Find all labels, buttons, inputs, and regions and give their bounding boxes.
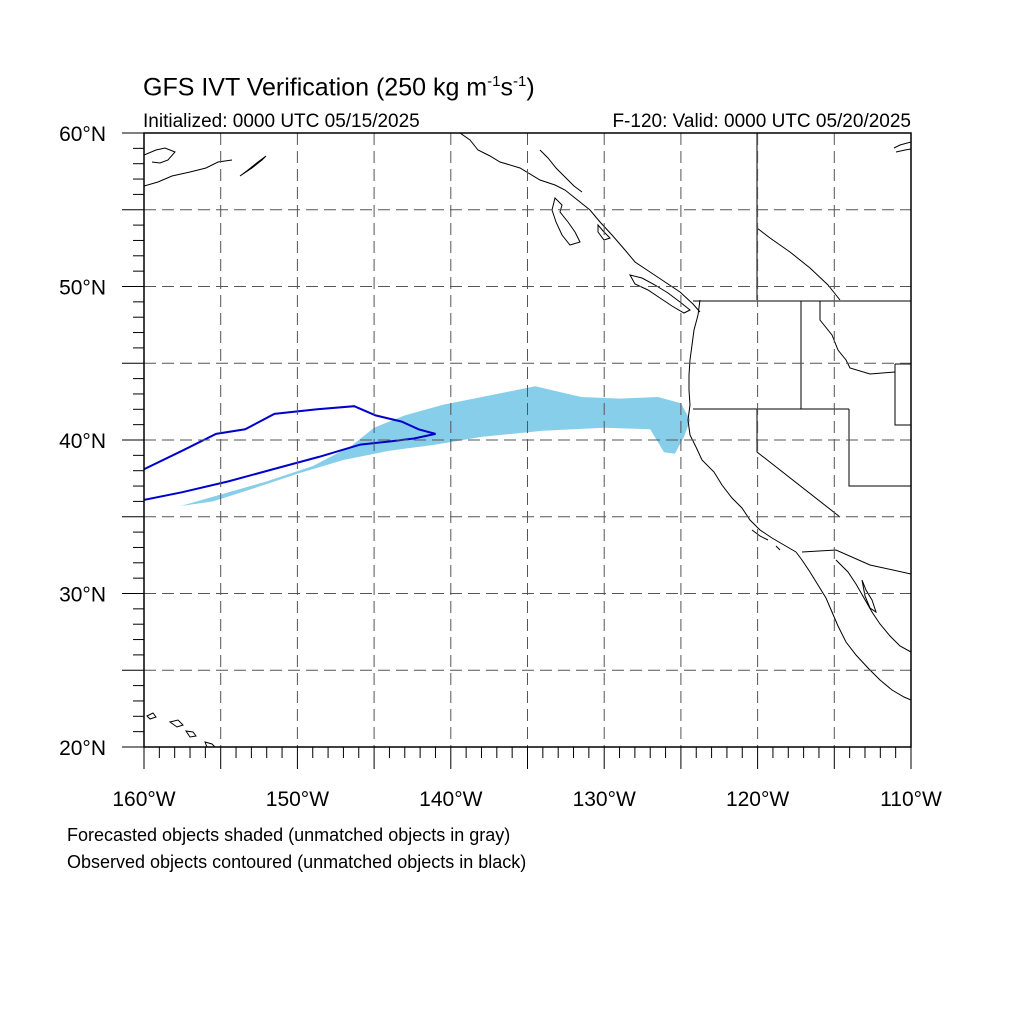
lat-tick-label: 30°N	[59, 584, 106, 607]
chart-title: GFS IVT Verification (250 kg m-1s-1)	[143, 73, 535, 102]
coastlines	[144, 133, 911, 747]
lon-tick-label: 140°W	[419, 788, 482, 811]
lon-tick-label: 160°W	[112, 788, 175, 811]
lat-tick-label: 50°N	[59, 277, 106, 300]
lat-tick-label: 20°N	[59, 737, 106, 760]
initialized-label: Initialized: 0000 UTC 05/15/2025	[143, 111, 420, 132]
lon-tick-label: 130°W	[573, 788, 636, 811]
valid-time-label: F-120: Valid: 0000 UTC 05/20/2025	[612, 111, 911, 132]
forecast-object-shaded	[180, 386, 691, 506]
observed-object-contour	[144, 405, 436, 501]
observed-note: Observed objects contoured (unmatched ob…	[67, 852, 527, 872]
forecast-note: Forecasted objects shaded (unmatched obj…	[67, 825, 511, 845]
lat-lon-grid	[144, 133, 911, 747]
lon-tick-label: 110°W	[880, 788, 942, 811]
lon-tick-label: 150°W	[266, 788, 329, 811]
lat-tick-label: 60°N	[59, 123, 106, 146]
lon-tick-label: 120°W	[726, 788, 789, 811]
title-exponent-1: -1	[487, 73, 501, 90]
political-borders	[693, 133, 911, 575]
title-exponent-2: -1	[512, 73, 527, 90]
lat-tick-label: 40°N	[59, 430, 106, 453]
